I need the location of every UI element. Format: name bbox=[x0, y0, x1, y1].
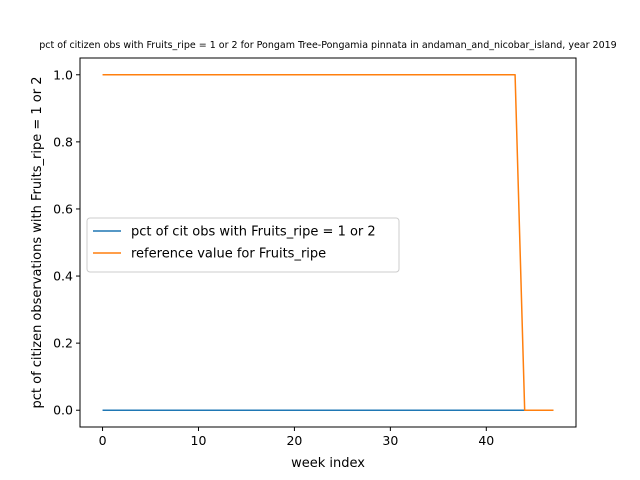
x-tick-label: 40 bbox=[478, 433, 494, 448]
plot-frame bbox=[79, 57, 577, 428]
y-tick-label: 0.2 bbox=[53, 336, 73, 351]
y-tick-label: 1.0 bbox=[53, 67, 73, 82]
x-tick-label: 10 bbox=[191, 433, 207, 448]
legend-box bbox=[86, 217, 400, 273]
legend-label-2: reference value for Fruits_ripe bbox=[131, 247, 326, 262]
y-tick-label: 0.6 bbox=[53, 201, 73, 216]
legend-label-1: pct of cit obs with Fruits_ripe = 1 or 2 bbox=[131, 225, 376, 240]
legend: pct of cit obs with Fruits_ripe = 1 or 2… bbox=[86, 217, 400, 273]
series-layer bbox=[102, 74, 554, 411]
y-tick-label: 0.0 bbox=[53, 403, 73, 418]
y-tick-label: 0.4 bbox=[53, 269, 73, 284]
y-axis-label: pct of citizen observations with Fruits_… bbox=[30, 76, 45, 408]
x-tick-label: 20 bbox=[286, 433, 302, 448]
x-axis-label: week index bbox=[291, 456, 365, 471]
x-axis-ticks: 0 10 20 30 40 bbox=[99, 427, 494, 448]
y-tick-label: 0.8 bbox=[53, 134, 73, 149]
chart-title: pct of citizen obs with Fruits_ripe = 1 … bbox=[39, 40, 616, 51]
y-axis-ticks: 0.0 0.2 0.4 0.6 0.8 1.0 bbox=[53, 67, 80, 418]
x-tick-label: 0 bbox=[99, 433, 107, 448]
x-tick-label: 30 bbox=[382, 433, 398, 448]
series-line-2 bbox=[102, 74, 554, 411]
